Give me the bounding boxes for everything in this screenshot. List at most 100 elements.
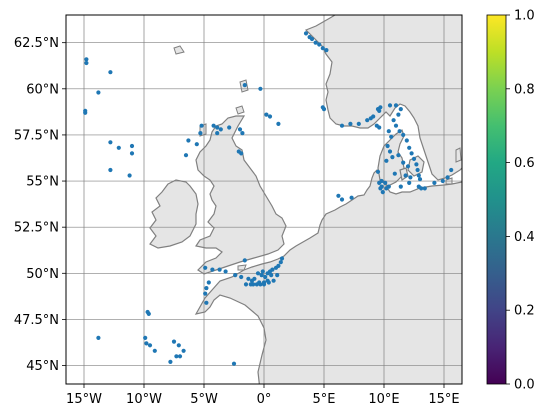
observation-point (392, 171, 397, 176)
observation-point (203, 291, 208, 296)
x-tick-label: 5°W (190, 392, 218, 407)
x-axis: 15°W 10°W 5°W 0° 5°E 10°E 15°E (66, 384, 460, 407)
observation-point (144, 341, 149, 346)
observation-point (396, 112, 401, 117)
observation-point (401, 132, 406, 137)
observation-point (231, 361, 237, 366)
land-ireland (149, 179, 199, 249)
observation-point (96, 335, 101, 340)
observation-point (186, 138, 191, 143)
observation-point (403, 173, 408, 178)
observation-point (233, 273, 238, 278)
colorbar: 0.0 0.2 0.4 0.6 0.8 1.0 (486, 9, 535, 393)
observation-point (309, 36, 315, 42)
observation-point (248, 282, 253, 287)
colorbar-frame (486, 14, 507, 385)
observation-point (321, 107, 327, 112)
observation-point (379, 184, 384, 189)
observation-point (279, 256, 285, 261)
observation-point (393, 103, 399, 108)
observation-point (389, 134, 394, 139)
observation-point (240, 131, 245, 136)
observation-point (348, 121, 353, 126)
observation-point (401, 160, 406, 165)
observation-point (204, 286, 209, 291)
observation-point (258, 86, 263, 91)
observation-point (365, 118, 370, 123)
observation-point (129, 143, 135, 149)
observation-point (449, 167, 454, 173)
land-gotland (455, 147, 462, 163)
observation-point (404, 138, 409, 143)
observation-point (227, 125, 232, 130)
observation-point (377, 108, 382, 113)
observation-point (396, 153, 401, 158)
observation-point (317, 42, 322, 47)
observation-point (261, 282, 267, 287)
observation-point (313, 40, 318, 45)
colorbar-tick-label: 0.2 (514, 304, 535, 319)
observation-point (385, 143, 390, 149)
observation-point (147, 343, 153, 348)
map-plot-area (65, 14, 463, 385)
observation-point (324, 48, 329, 53)
observation-point (407, 145, 412, 150)
observation-point (384, 158, 389, 163)
observation-point (416, 173, 421, 178)
colorbar-tick-label: 0.0 (514, 378, 535, 393)
observation-point (387, 149, 393, 154)
observation-point (223, 269, 228, 274)
observation-point (432, 180, 437, 185)
observation-point (377, 180, 382, 185)
x-tick-label: 15°E (428, 392, 459, 407)
observation-point (445, 175, 450, 180)
observation-point (271, 278, 276, 283)
observation-point (260, 269, 265, 274)
observation-point (375, 169, 381, 174)
y-tick-label: 57.5°N (14, 128, 59, 143)
observation-point (83, 110, 88, 115)
observation-point (303, 31, 309, 36)
observation-point (380, 190, 385, 195)
observation-point (194, 142, 199, 147)
observation-point (199, 123, 204, 128)
observation-point (264, 112, 269, 117)
observation-point (276, 121, 281, 126)
observation-point (210, 267, 215, 272)
observation-point (383, 180, 388, 185)
observation-point (414, 162, 419, 167)
observation-point (84, 57, 89, 62)
y-tick-label: 60°N (26, 82, 59, 97)
observation-point (215, 125, 220, 130)
observation-point (415, 167, 420, 173)
observation-point (237, 127, 243, 132)
colorbar-tick-label: 1.0 (514, 9, 535, 24)
observation-point (275, 273, 280, 278)
observation-point (387, 103, 393, 108)
observation-point (108, 140, 113, 145)
x-tick-label: 0° (257, 392, 272, 407)
y-tick-label: 45°N (26, 359, 59, 374)
observation-point (152, 348, 157, 353)
y-tick-label: 55°N (26, 175, 59, 190)
colorbar-ticks: 0.0 0.2 0.4 0.6 0.8 1.0 (506, 9, 535, 393)
observation-point (405, 164, 411, 169)
observation-point (254, 282, 259, 287)
observation-point (242, 83, 247, 88)
observation-point (397, 129, 402, 134)
observation-point (398, 184, 403, 189)
observation-point (422, 186, 427, 191)
observation-point (384, 186, 389, 191)
observation-point (336, 193, 341, 198)
observation-point (398, 107, 403, 112)
observation-point (129, 151, 135, 156)
observation-point (440, 178, 445, 184)
observation-point (218, 127, 223, 132)
observation-point (171, 339, 177, 344)
colorbar-gradient (487, 15, 506, 384)
observation-point (146, 311, 151, 316)
y-tick-label: 50°N (26, 267, 59, 282)
observation-point (270, 267, 275, 272)
observation-point (242, 258, 247, 263)
